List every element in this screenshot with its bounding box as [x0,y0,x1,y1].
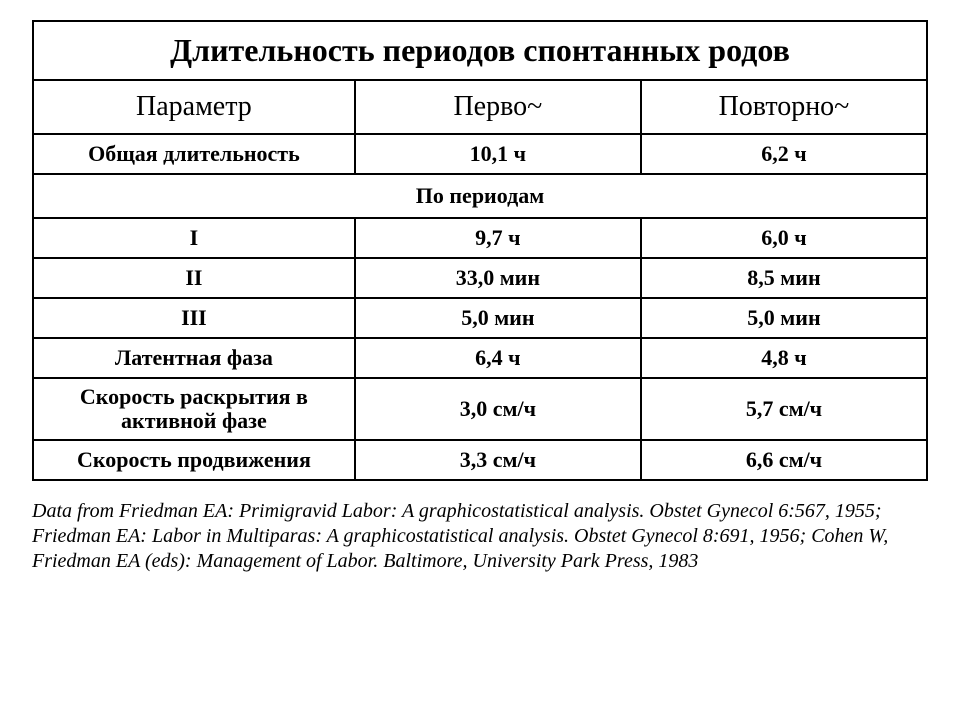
labor-duration-table: Длительность периодов спонтанных родов П… [32,20,928,481]
row-label: III [33,298,355,338]
table-row: Скорость раскрытия в активной фазе 3,0 с… [33,378,927,440]
row-multi: 6,2 ч [641,134,927,174]
row-label: Скорость раскрытия в активной фазе [33,378,355,440]
page-root: Длительность периодов спонтанных родов П… [0,0,960,574]
row-multi: 6,6 см/ч [641,440,927,480]
row-multi: 5,0 мин [641,298,927,338]
table-row: I 9,7 ч 6,0 ч [33,218,927,258]
table-row: Латентная фаза 6,4 ч 4,8 ч [33,338,927,378]
table-header-row: Параметр Перво~ Повторно~ [33,80,927,134]
table-row: Общая длительность 10,1 ч 6,2 ч [33,134,927,174]
row-multi: 8,5 мин [641,258,927,298]
citation-text: Data from Friedman EA: Primigravid Labor… [32,499,928,574]
row-primi: 33,0 мин [355,258,641,298]
row-multi: 5,7 см/ч [641,378,927,440]
table-row: II 33,0 мин 8,5 мин [33,258,927,298]
row-primi: 5,0 мин [355,298,641,338]
row-label: Скорость продвижения [33,440,355,480]
table-row: Скорость продвижения 3,3 см/ч 6,6 см/ч [33,440,927,480]
row-primi: 9,7 ч [355,218,641,258]
row-primi: 6,4 ч [355,338,641,378]
table-section-row: По периодам [33,174,927,218]
col-header-primi: Перво~ [355,80,641,134]
col-header-param: Параметр [33,80,355,134]
row-multi: 4,8 ч [641,338,927,378]
row-label: II [33,258,355,298]
row-label: Латентная фаза [33,338,355,378]
row-label: I [33,218,355,258]
table-title: Длительность периодов спонтанных родов [33,21,927,80]
row-multi: 6,0 ч [641,218,927,258]
row-primi: 3,0 см/ч [355,378,641,440]
row-primi: 10,1 ч [355,134,641,174]
row-label: Общая длительность [33,134,355,174]
section-label: По периодам [33,174,927,218]
col-header-multi: Повторно~ [641,80,927,134]
row-primi: 3,3 см/ч [355,440,641,480]
table-row: III 5,0 мин 5,0 мин [33,298,927,338]
table-title-row: Длительность периодов спонтанных родов [33,21,927,80]
